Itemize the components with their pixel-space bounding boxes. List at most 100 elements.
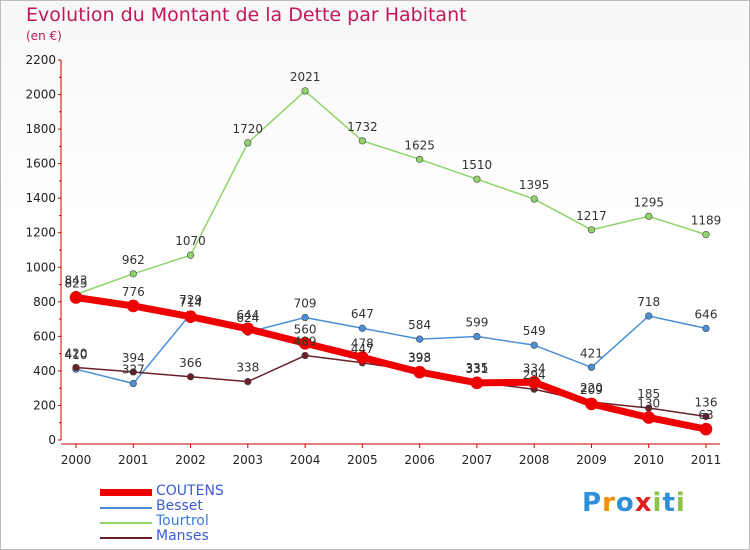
x-tick-label: 2000 xyxy=(61,453,92,467)
y-axis: 0 200 400 600 800 1000 1200 1400 1600 1800 2000 220… xyxy=(25,53,62,447)
data-label-manses: 420 xyxy=(65,346,88,360)
x-tick-label: 2002 xyxy=(175,453,206,467)
data-point-coutens xyxy=(69,291,83,304)
x-tick-label: 2011 xyxy=(691,453,722,467)
data-label-besset: 584 xyxy=(408,318,431,332)
x-tick-label: 2008 xyxy=(519,453,550,467)
data-point-tourtrol xyxy=(186,251,195,259)
x-tick-label: 2003 xyxy=(233,453,264,467)
data-point-coutens xyxy=(642,411,656,424)
data-label-besset: 718 xyxy=(637,295,660,309)
data-label-coutens: 776 xyxy=(122,285,145,299)
y-tick-label: 2000 xyxy=(25,88,56,102)
data-point-tourtrol xyxy=(587,226,596,234)
data-label-manses: 294 xyxy=(523,368,546,382)
data-label-coutens: 644 xyxy=(236,308,259,322)
logo-letter: t xyxy=(662,488,676,518)
logo-letter: i xyxy=(652,488,663,518)
data-label-coutens: 560 xyxy=(294,322,317,336)
data-point-coutens xyxy=(356,351,369,364)
data-label-tourtrol: 843 xyxy=(65,273,88,287)
page-title: Evolution du Montant de la Dette par Hab… xyxy=(26,4,467,26)
data-label-tourtrol: 2021 xyxy=(290,70,321,84)
data-point-manses xyxy=(129,368,137,376)
x-tick-label: 2004 xyxy=(290,453,321,467)
data-label-tourtrol: 1295 xyxy=(633,195,664,209)
data-label-tourtrol: 1395 xyxy=(519,178,550,192)
series-line-tourtrol xyxy=(75,90,707,296)
data-point-manses xyxy=(244,378,252,386)
data-point-tourtrol xyxy=(129,270,137,278)
y-tick-label: 2200 xyxy=(25,53,56,67)
y-tick-label: 800 xyxy=(33,295,56,309)
data-point-tourtrol xyxy=(645,212,653,220)
legend-swatch xyxy=(100,522,152,524)
data-label-besset: 599 xyxy=(465,316,488,330)
data-point-coutens xyxy=(184,310,197,323)
series-lines xyxy=(69,87,713,436)
data-label-coutens: 209 xyxy=(580,383,603,397)
data-label-besset: 327 xyxy=(122,363,145,377)
data-label-manses: 398 xyxy=(408,350,431,364)
data-point-coutens xyxy=(241,322,255,336)
y-tick-label: 1600 xyxy=(25,157,56,171)
proxiti-logo: Proxiti xyxy=(582,488,686,518)
data-point-tourtrol xyxy=(416,155,424,163)
data-point-tourtrol xyxy=(301,87,309,95)
data-point-manses xyxy=(702,412,710,421)
data-point-besset xyxy=(530,341,538,349)
y-tick-label: 0 xyxy=(48,433,56,447)
data-point-tourtrol xyxy=(530,195,538,203)
logo-letter: i xyxy=(675,488,686,518)
data-label-coutens: 331 xyxy=(465,362,488,376)
x-axis: 2000 2001 2002 2003 2004 2005 2006 2007 2008 2009… xyxy=(61,443,722,467)
data-label-manses: 394 xyxy=(122,351,145,365)
data-point-besset xyxy=(702,324,710,333)
data-label-besset: 549 xyxy=(523,324,546,338)
data-point-tourtrol xyxy=(473,175,481,183)
data-label-coutens: 393 xyxy=(408,351,431,365)
data-label-manses: 338 xyxy=(236,361,259,375)
y-tick-label: 1200 xyxy=(25,226,56,240)
data-point-tourtrol xyxy=(244,139,252,147)
y-tick-label: 1800 xyxy=(25,122,56,136)
logo-letter: o xyxy=(615,488,635,518)
data-point-besset xyxy=(587,363,596,371)
legend-swatch xyxy=(100,507,152,509)
data-point-besset xyxy=(645,312,653,320)
x-tick-label: 2010 xyxy=(633,453,664,467)
data-point-tourtrol xyxy=(702,231,710,239)
data-point-coutens xyxy=(585,397,598,411)
legend-label: Tourtrol xyxy=(156,513,209,529)
legend-label: Manses xyxy=(156,528,209,544)
data-point-besset xyxy=(129,379,137,388)
data-point-coutens xyxy=(126,299,140,313)
data-point-coutens xyxy=(413,365,426,379)
data-point-manses xyxy=(301,351,309,360)
y-tick-label: 400 xyxy=(33,364,56,378)
data-label-manses: 136 xyxy=(695,396,718,410)
x-tick-label: 2001 xyxy=(118,453,149,467)
data-label-besset: 624 xyxy=(236,311,259,325)
data-label-besset: 729 xyxy=(179,293,202,307)
y-tick-label: 200 xyxy=(33,398,56,412)
data-label-coutens: 63 xyxy=(698,408,713,422)
data-label-manses: 185 xyxy=(637,387,660,401)
data-labels: 825 776 714 644 560 478 393 331 334 209 130 63 410 32… xyxy=(65,70,722,422)
data-label-manses: 447 xyxy=(351,342,374,356)
data-label-manses: 220 xyxy=(580,381,603,395)
data-label-besset: 647 xyxy=(351,307,374,321)
y-tick-label: 1400 xyxy=(25,191,56,205)
data-label-besset: 646 xyxy=(695,307,718,321)
data-label-tourtrol: 1732 xyxy=(347,120,378,134)
data-label-tourtrol: 1510 xyxy=(462,158,493,172)
data-label-manses: 489 xyxy=(294,335,317,349)
data-point-besset xyxy=(358,324,366,332)
data-point-manses xyxy=(72,363,80,372)
unit-label: (en €) xyxy=(26,29,62,43)
logo-letter: x xyxy=(634,488,653,518)
data-point-coutens xyxy=(298,336,312,350)
data-point-coutens xyxy=(470,376,484,390)
data-label-tourtrol: 1189 xyxy=(691,214,722,228)
